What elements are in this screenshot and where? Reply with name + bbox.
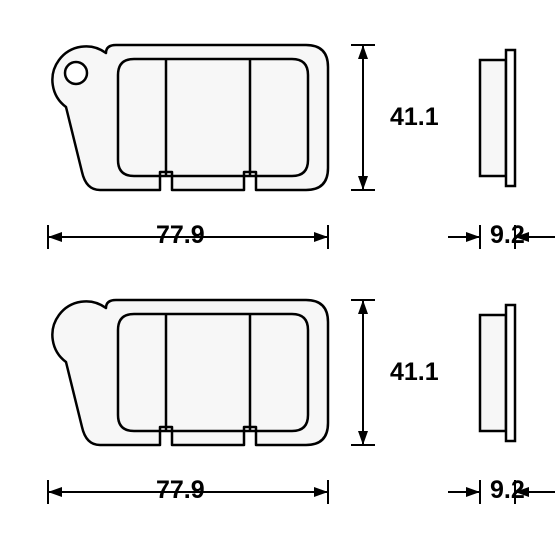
thickness-label-1: 9.2 (490, 221, 525, 250)
diagram-svg (0, 0, 560, 542)
height-label-2: 41.1 (390, 358, 439, 387)
width-label-2: 77.9 (156, 476, 205, 505)
height-label-1: 41.1 (390, 103, 439, 132)
thickness-label-2: 9.2 (490, 476, 525, 505)
width-label-1: 77.9 (156, 221, 205, 250)
brake-pad-technical-drawing: 41.1 77.9 9.2 41.1 77.9 9.2 (0, 0, 560, 542)
